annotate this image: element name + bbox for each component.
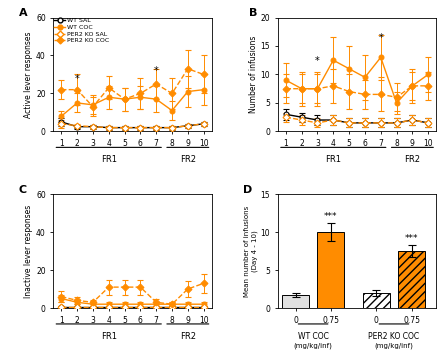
Text: FR2: FR2 — [180, 332, 196, 341]
Text: FR1: FR1 — [101, 155, 117, 164]
Text: B: B — [250, 8, 258, 19]
Y-axis label: Active lever responses: Active lever responses — [24, 31, 33, 118]
Text: (mg/kg/inf): (mg/kg/inf) — [375, 342, 413, 349]
Text: *: * — [75, 74, 80, 84]
Y-axis label: Inactive lever responses: Inactive lever responses — [24, 204, 33, 298]
Text: ***: *** — [405, 234, 418, 243]
Text: FR1: FR1 — [325, 155, 341, 164]
Y-axis label: Number of infusions: Number of infusions — [249, 36, 258, 113]
Y-axis label: Mean number of infusions
(Day 4 - 10): Mean number of infusions (Day 4 - 10) — [244, 205, 258, 297]
Legend: WT SAL, WT COC, PER2 KO SAL, PER2 KO COC: WT SAL, WT COC, PER2 KO SAL, PER2 KO COC — [54, 18, 109, 43]
Bar — [317, 232, 344, 308]
Text: FR2: FR2 — [180, 155, 196, 164]
Bar — [398, 251, 425, 308]
Text: D: D — [243, 185, 252, 195]
Bar — [282, 295, 309, 308]
Text: C: C — [19, 185, 27, 195]
Text: *: * — [378, 33, 383, 43]
Text: PER2 KO COC: PER2 KO COC — [368, 332, 420, 341]
Text: A: A — [19, 8, 27, 19]
Text: *: * — [154, 66, 158, 76]
Text: FR2: FR2 — [405, 155, 421, 164]
Bar — [363, 293, 389, 308]
Text: ***: *** — [324, 212, 337, 220]
Text: FR1: FR1 — [101, 332, 117, 341]
Text: WT COC: WT COC — [298, 332, 328, 341]
Text: (mg/kg/inf): (mg/kg/inf) — [294, 342, 332, 349]
Text: *: * — [315, 56, 320, 66]
